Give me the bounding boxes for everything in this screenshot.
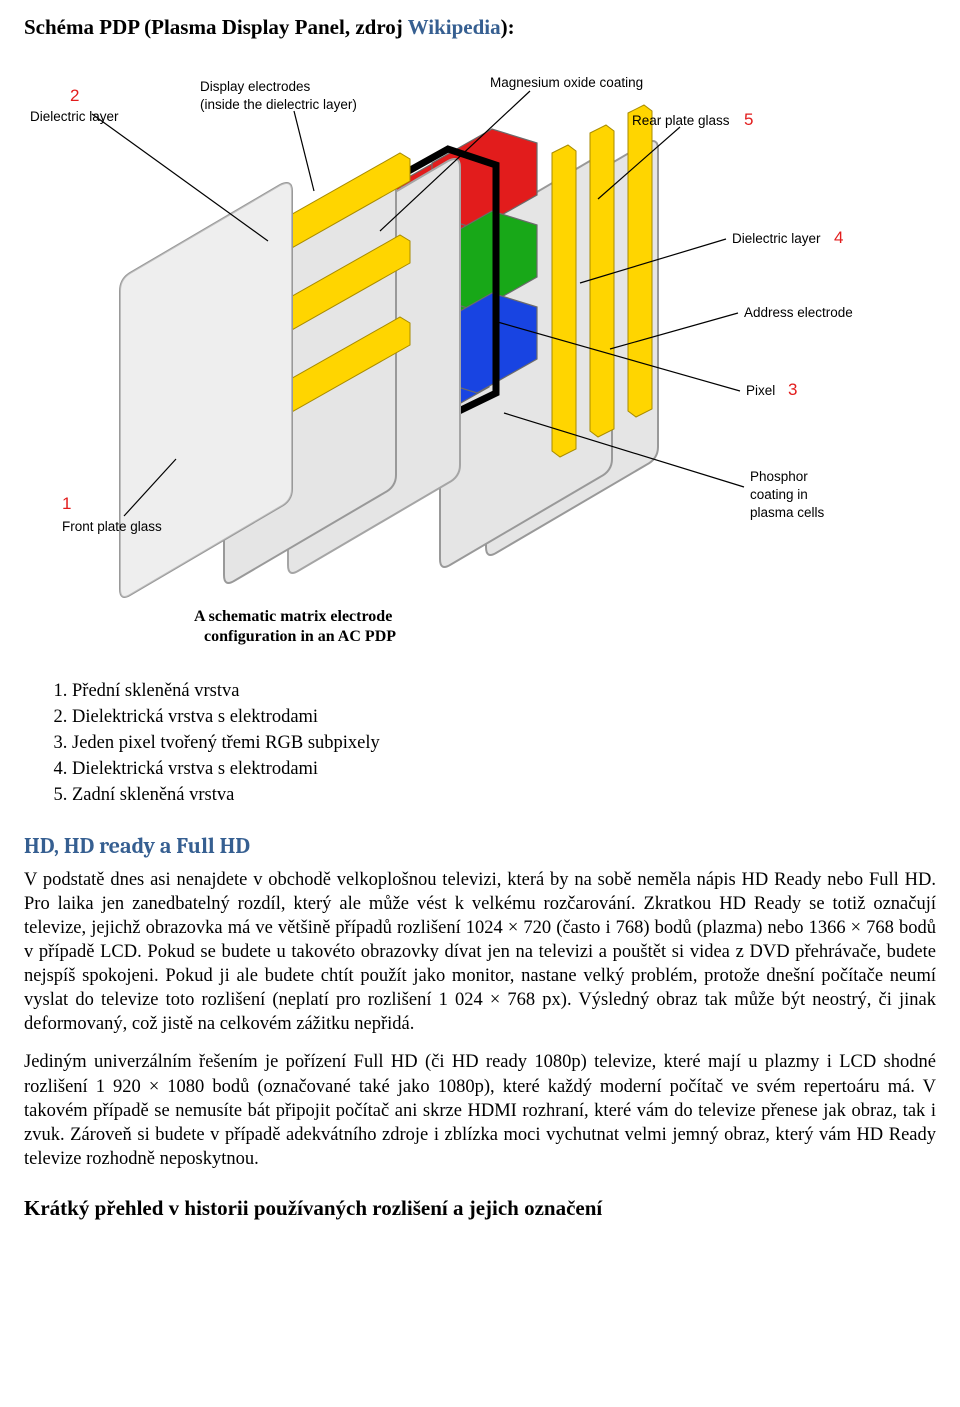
label-mg: Magnesium oxide coating [490, 75, 643, 90]
title-link: Wikipedia [408, 15, 501, 39]
caption-2: configuration in an AC PDP [204, 628, 396, 645]
pdp-diagram: 2 Dielectric layer Display electrodes (i… [24, 51, 854, 661]
section1-p1: V podstatě dnes asi nenajdete v obchodě … [24, 868, 936, 1036]
section2-heading: Krátký přehled v historii používaných ro… [24, 1195, 936, 1222]
section1-heading: HD, HD ready a Full HD [24, 832, 936, 861]
label-3b: (inside the dielectric layer) [200, 97, 357, 112]
caption-1: A schematic matrix electrode [194, 608, 392, 625]
label-2: Dielectric layer [30, 109, 119, 124]
legend-item-4: Dielektrická vrstva s elektrodami [72, 757, 936, 781]
label-num-3: 3 [788, 380, 797, 399]
title-prefix: Schéma PDP (Plasma Display Panel, zdroj [24, 15, 408, 39]
legend-item-5: Zadní skleněná vrstva [72, 783, 936, 807]
legend-item-3: Jeden pixel tvořený třemi RGB subpixely [72, 731, 936, 755]
label-num-1: 1 [62, 494, 71, 513]
legend-item-1: Přední skleněná vrstva [72, 679, 936, 703]
label-1: Front plate glass [62, 519, 162, 534]
label-pixel: Pixel [746, 383, 775, 398]
label-num-5: 5 [744, 110, 753, 129]
legend-list: Přední skleněná vrstva Dielektrická vrst… [72, 679, 936, 807]
legend-item-2: Dielektrická vrstva s elektrodami [72, 705, 936, 729]
label-addr: Address electrode [744, 305, 853, 320]
label-6: Dielectric layer [732, 231, 821, 246]
label-3a: Display electrodes [200, 79, 311, 94]
section1-p2: Jediným univerzálním řešením je pořízení… [24, 1050, 936, 1170]
page-title: Schéma PDP (Plasma Display Panel, zdroj … [24, 14, 936, 41]
address-electrodes [552, 105, 652, 457]
title-suffix: ): [501, 15, 515, 39]
label-num-2: 2 [70, 86, 79, 105]
label-5: Rear plate glass [632, 113, 730, 128]
label-ph2: coating in [750, 487, 808, 502]
label-ph3: plasma cells [750, 505, 825, 520]
label-ph1: Phosphor [750, 469, 808, 484]
label-num-4: 4 [834, 228, 843, 247]
